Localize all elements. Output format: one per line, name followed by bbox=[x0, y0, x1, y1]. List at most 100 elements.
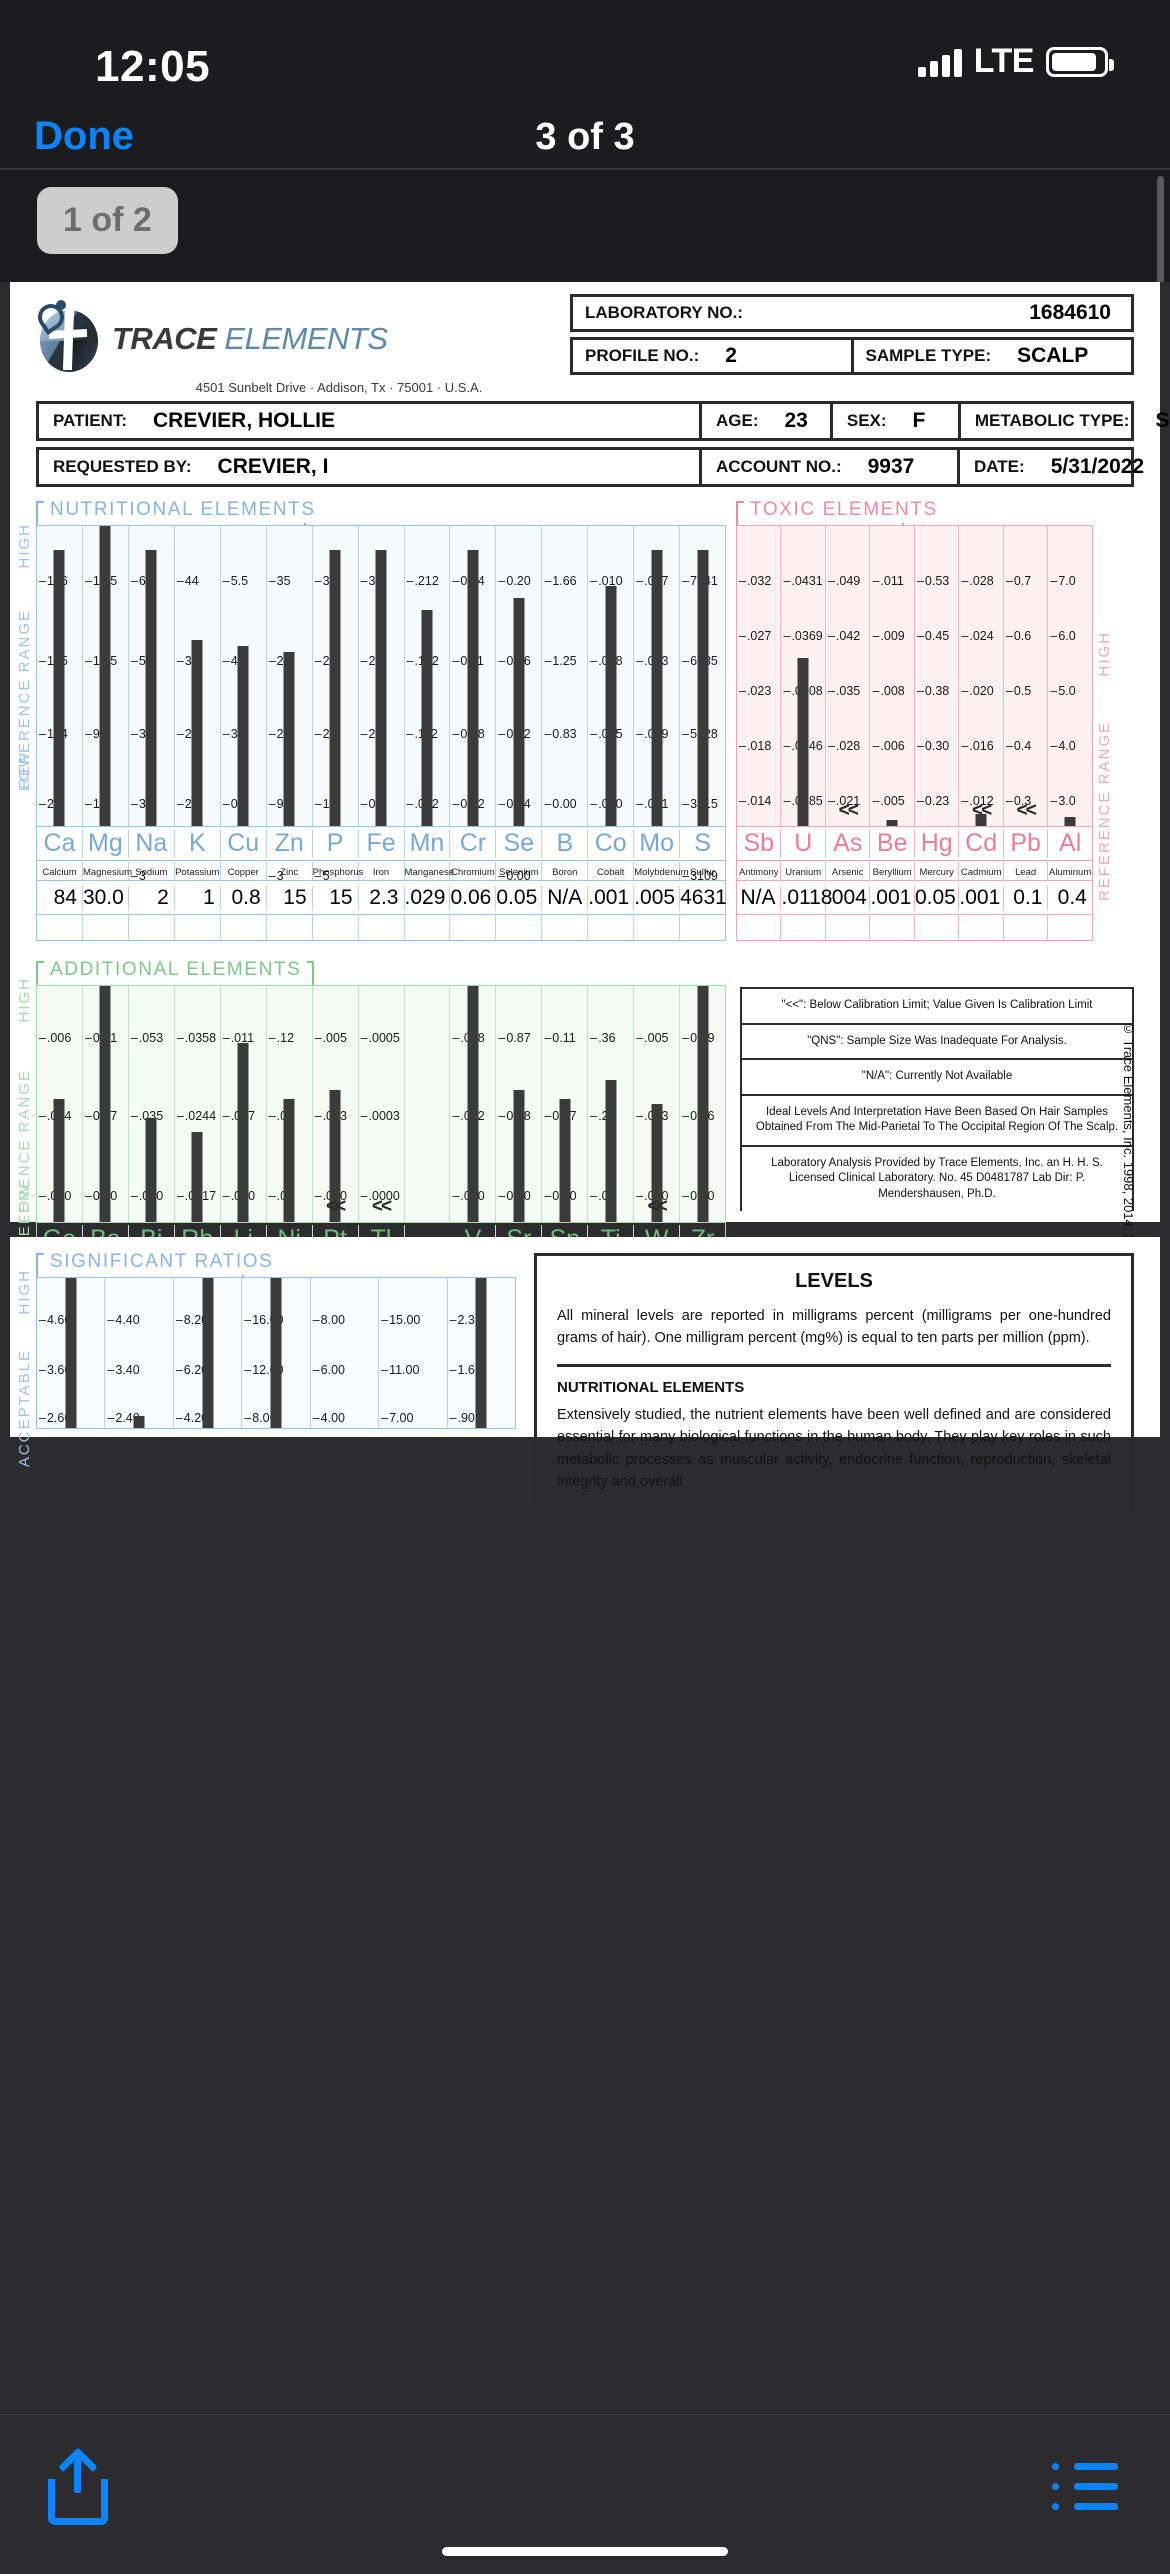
element-symbol: Mn bbox=[405, 829, 451, 858]
element-symbol-text: Cu bbox=[227, 829, 260, 857]
chart-column: .017.013.009.001 bbox=[634, 526, 681, 826]
chart-column: .049 .042 .035 .028 .021<< bbox=[826, 526, 871, 826]
axis-tick: 0.30 bbox=[917, 739, 949, 753]
levels-title: LEVELS bbox=[795, 1270, 873, 1292]
element-name: Molybdenum bbox=[634, 861, 689, 880]
below-calibration-marker: << bbox=[972, 800, 992, 821]
share-icon[interactable] bbox=[48, 2447, 108, 2525]
element-symbol: K bbox=[175, 829, 221, 858]
element-blank bbox=[1048, 915, 1091, 940]
element-value: .001 bbox=[588, 885, 635, 910]
nutritional-plot-grid: 1861451042217.513.59.41.3655034334434232… bbox=[36, 525, 726, 883]
element-blank bbox=[405, 915, 451, 940]
battery-icon bbox=[1046, 46, 1114, 77]
element-name: Cobalt bbox=[588, 861, 635, 880]
levels-paragraph-2: Extensively studied, the nutrient elemen… bbox=[557, 1406, 1111, 1491]
axis-tick: .005 bbox=[872, 794, 904, 808]
element-name: Sodium bbox=[129, 861, 175, 880]
done-button[interactable]: Done bbox=[34, 114, 134, 158]
chart-column: 0.870.580.00 bbox=[496, 986, 543, 1222]
element-name: Antimony bbox=[737, 861, 782, 880]
element-blank bbox=[634, 915, 681, 940]
element-symbol: Pb bbox=[1004, 829, 1049, 858]
element-value-text: 0.06 bbox=[450, 885, 492, 909]
element-value: 4631 bbox=[680, 885, 727, 910]
status-bar: 12:05 LTE bbox=[0, 0, 1170, 108]
element-value: .001 bbox=[959, 885, 1004, 910]
element-name-text: Lead bbox=[1015, 866, 1037, 878]
element-name-text: Zinc bbox=[280, 866, 299, 878]
chart-bar bbox=[270, 1278, 282, 1428]
element-name: Uranium bbox=[781, 861, 826, 880]
element-name: Lead bbox=[1004, 861, 1049, 880]
nav-divider bbox=[0, 168, 1170, 170]
element-name-text: Iron bbox=[372, 866, 390, 878]
axis-tick: .014 bbox=[739, 794, 771, 808]
plot-area: 15.00 11.00 7.00 bbox=[379, 1278, 446, 1428]
element-name-text: Magnesium bbox=[82, 866, 133, 878]
trace-elements-logo-icon bbox=[32, 298, 102, 376]
axis-tick: 15.00 bbox=[381, 1313, 420, 1327]
metabolic-type-label: METABOLIC TYPE: bbox=[974, 411, 1130, 430]
plot-area: 0.410.270.00 bbox=[83, 986, 128, 1222]
chart-column: .028 .024 .020 .016 .012<< bbox=[959, 526, 1004, 826]
element-name-text: Potassium bbox=[175, 866, 220, 878]
toxic-blank-row bbox=[736, 915, 1093, 941]
plot-area: .212.162.112.012 bbox=[405, 526, 450, 826]
axis-tick: .016 bbox=[961, 739, 993, 753]
axis-tick: .90 bbox=[450, 1411, 474, 1425]
plot-area: .028 .024 .020 .016 .012<< bbox=[959, 526, 1002, 826]
plot-area: 0.140.110.080.02 bbox=[450, 526, 495, 826]
axis-tick: 0.45 bbox=[917, 629, 949, 643]
status-bar-indicators: LTE bbox=[917, 42, 1114, 81]
page-indicator-strip: 1 of 2 bbox=[0, 170, 1170, 606]
plot-area: .010.008.005.000 bbox=[588, 526, 633, 826]
axis-tick: 0.87 bbox=[498, 1031, 530, 1045]
chart-column: 8.206.204.20 bbox=[174, 1278, 243, 1428]
chart-bar bbox=[797, 658, 809, 826]
sex-value: F bbox=[912, 409, 926, 432]
chart-column: .0358.0244.0017 bbox=[175, 986, 221, 1222]
axis-tick: .020 bbox=[961, 684, 993, 698]
element-symbol: Ca bbox=[37, 829, 83, 858]
axis-tick: .024 bbox=[961, 629, 993, 643]
chart-bar bbox=[53, 1099, 65, 1222]
element-symbol: Mg bbox=[83, 829, 129, 858]
levels-paragraph: All mineral levels are reported in milli… bbox=[557, 1308, 1111, 1347]
sex-label: SEX: bbox=[846, 411, 887, 430]
element-name-text: Molybdenum bbox=[634, 866, 689, 878]
chart-column: 17.513.59.41.3 bbox=[83, 526, 129, 826]
element-value: .029 bbox=[405, 885, 451, 910]
axis-tick: 0.00 bbox=[544, 797, 576, 811]
axis-tick: .035 bbox=[131, 1109, 163, 1123]
axis-tick: 11.00 bbox=[381, 1363, 419, 1377]
toxic-value-row: N/A .0118.004.001 0.05.001 0.1 0.4 bbox=[736, 881, 1093, 915]
axis-tick: 3.0 bbox=[1050, 794, 1075, 808]
element-symbol: Al bbox=[1048, 829, 1091, 858]
element-symbol-text: Cd bbox=[965, 829, 998, 857]
element-value: .001 bbox=[870, 885, 915, 910]
document-scroll-area[interactable]: TRACE ELEMENTS 4501 Sunbelt Drive · Addi… bbox=[0, 282, 1170, 2414]
element-name-text: Uranium bbox=[785, 866, 822, 878]
element-name: Zinc bbox=[267, 861, 313, 880]
axis-tick: 6.0 bbox=[1050, 629, 1075, 643]
element-name-text: Sodium bbox=[135, 866, 168, 878]
plot-area: 4.603.602.60 bbox=[37, 1278, 104, 1428]
chart-row-primary: NUTRITIONAL ELEMENTS HIGH REFERENCE RANG… bbox=[16, 499, 1134, 941]
element-value-text: 0.05 bbox=[496, 885, 538, 909]
status-bar-time: 12:05 bbox=[95, 42, 211, 91]
plot-area: 17.513.59.41.3 bbox=[83, 526, 128, 826]
element-name-text: Calcium bbox=[42, 866, 77, 878]
chart-bar bbox=[651, 1104, 663, 1222]
thumbnail-list-icon[interactable] bbox=[1052, 2463, 1118, 2515]
axis-tick: .018 bbox=[739, 739, 771, 753]
element-blank bbox=[915, 915, 960, 940]
chart-bar bbox=[99, 986, 111, 1222]
axis-tick: .053 bbox=[131, 1031, 163, 1045]
chart-bar bbox=[99, 526, 111, 826]
element-value-text: 4631 bbox=[680, 885, 727, 909]
element-name-text: Phosphorus bbox=[312, 866, 364, 878]
levels-panel: LEVELS All mineral levels are reported i… bbox=[534, 1253, 1134, 1511]
element-symbol: S bbox=[680, 829, 725, 858]
home-indicator bbox=[442, 2547, 728, 2556]
